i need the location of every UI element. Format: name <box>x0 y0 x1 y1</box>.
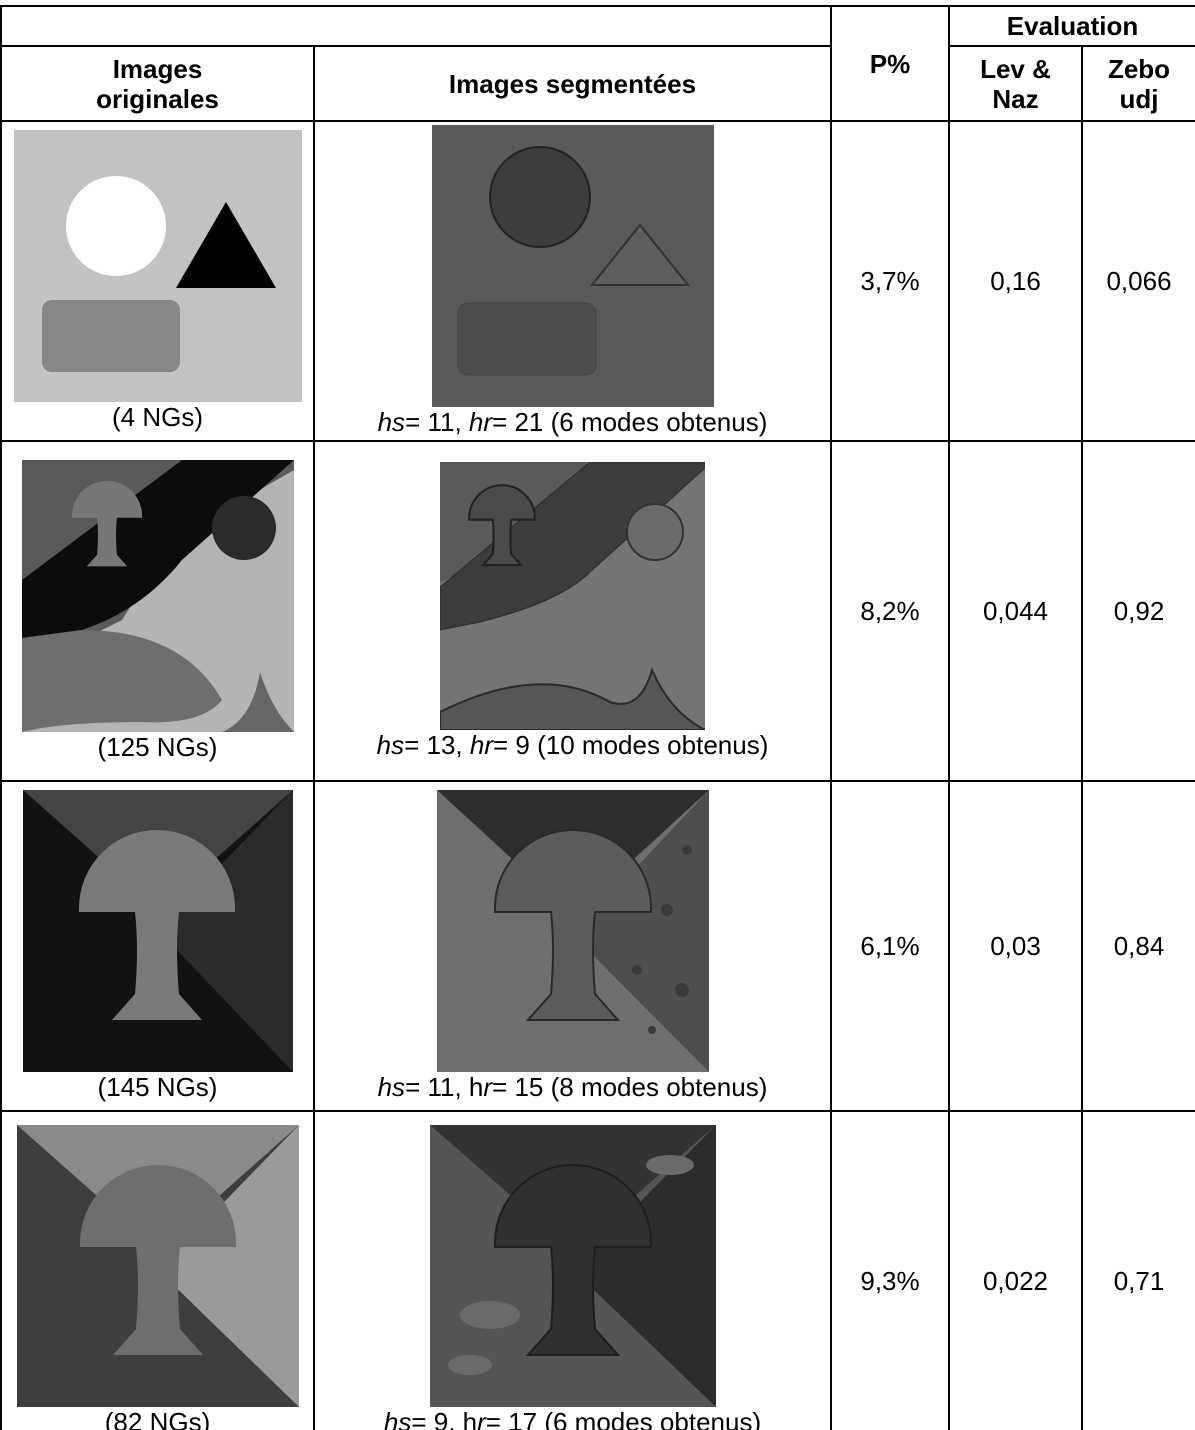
zeboudj-cell: 0,066 <box>1080 120 1195 442</box>
segmented-cell: hs= 11, hr= 15 (8 modes obtenus) <box>313 780 832 1112</box>
p-cell: 9,3% <box>830 1110 950 1430</box>
empty-cell <box>0 5 832 47</box>
zeboudj-cell: 0,92 <box>1080 440 1195 782</box>
original-image <box>21 460 294 732</box>
segmented-image <box>436 790 709 1072</box>
original-image <box>22 790 293 1072</box>
segmented-cell: hs= 9, hr= 17 (6 modes obtenus) <box>313 1110 832 1430</box>
caption-part: r <box>477 1407 486 1430</box>
levnaz-cell: 0,022 <box>948 1110 1083 1430</box>
original-cell: (125 NGs) <box>0 440 315 782</box>
caption-part: = 11, <box>405 407 469 437</box>
caption-part: hs <box>376 730 405 760</box>
segmented-image <box>429 1125 716 1407</box>
levnaz-cell: 0,03 <box>948 780 1083 1112</box>
caption-part: = 9, h <box>411 1407 478 1430</box>
header-original: Images originales <box>0 45 315 122</box>
caption: (125 NGs) <box>97 732 218 762</box>
header-p: P% <box>830 5 950 122</box>
p-cell: 6,1% <box>830 780 950 1112</box>
segmented-image <box>440 462 705 730</box>
caption: hs= 9, hr= 17 (6 modes obtenus) <box>384 1407 761 1430</box>
caption-part: hs <box>383 1407 412 1430</box>
caption-part: = 9 (10 modes obtenus) <box>493 730 769 760</box>
levnaz-cell: 0,16 <box>948 120 1083 442</box>
header-line: originales <box>96 83 219 114</box>
caption-part: = 11, h <box>405 1072 484 1102</box>
header-levnaz: Lev & Naz <box>948 45 1083 122</box>
header-line: Images <box>112 53 203 84</box>
results-table: P% Evaluation Images originales Images se… <box>0 5 1195 1430</box>
original-cell: (145 NGs) <box>0 780 315 1112</box>
original-image <box>13 130 302 402</box>
original-cell: (4 NGs) <box>0 120 315 442</box>
caption: hs= 11, hr= 21 (6 modes obtenus) <box>378 407 768 437</box>
caption: (82 NGs) <box>104 1407 211 1430</box>
segmented-cell: hs= 13, hr= 9 (10 modes obtenus) <box>313 440 832 782</box>
caption-part: = 15 (8 modes obtenus) <box>492 1072 768 1102</box>
p-cell: 8,2% <box>830 440 950 782</box>
caption-part: hr <box>468 407 493 437</box>
zeboudj-cell: 0,71 <box>1080 1110 1195 1430</box>
original-cell: (82 NGs) <box>0 1110 315 1430</box>
header-line: Lev & <box>980 53 1051 84</box>
caption: hs= 11, hr= 15 (8 modes obtenus) <box>378 1072 768 1102</box>
segmented-image <box>431 125 714 407</box>
caption-part: hr <box>469 730 494 760</box>
caption: (145 NGs) <box>97 1072 218 1102</box>
header-zeboudj: Zebo udj <box>1080 45 1195 122</box>
caption-part: = 13, <box>404 730 470 760</box>
original-image <box>16 1125 299 1407</box>
zeboudj-cell: 0,84 <box>1080 780 1195 1112</box>
caption: hs= 13, hr= 9 (10 modes obtenus) <box>377 730 769 760</box>
levnaz-cell: 0,044 <box>948 440 1083 782</box>
caption-part: hs <box>377 407 406 437</box>
header-line: Naz <box>992 83 1039 114</box>
header-evaluation: Evaluation <box>947 5 1195 47</box>
header-line: Zebo <box>1107 53 1171 84</box>
caption-part: hs <box>377 1072 406 1102</box>
p-cell: 3,7% <box>830 120 950 442</box>
caption-part: = 21 (6 modes obtenus) <box>492 407 768 437</box>
caption-part: r <box>483 1072 493 1102</box>
caption: (4 NGs) <box>112 402 203 432</box>
header-line: udj <box>1119 83 1159 114</box>
segmented-cell: hs= 11, hr= 21 (6 modes obtenus) <box>313 120 832 442</box>
header-segmented: Images segmentées <box>313 45 832 122</box>
caption-part: = 17 (6 modes obtenus) <box>485 1407 762 1430</box>
